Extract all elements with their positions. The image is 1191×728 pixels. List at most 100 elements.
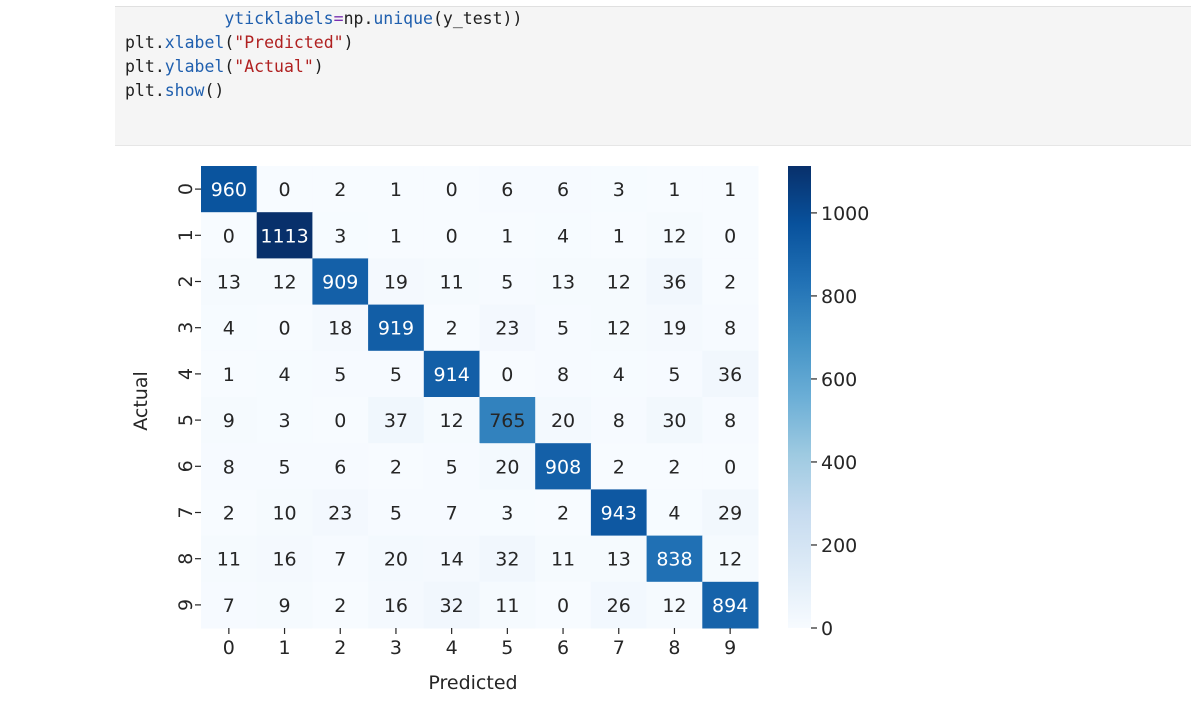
code-line-3: plt.ylabel("Actual")	[125, 55, 324, 79]
cell-value-label: 12	[607, 318, 631, 340]
heatmap-cell	[256, 489, 313, 537]
cell-value-label: 4	[223, 318, 235, 340]
heatmap-cell	[312, 535, 369, 583]
code-paren-open: (	[224, 57, 235, 76]
cell-value-label: 10	[272, 503, 296, 525]
colorbar-tick-label: 400	[821, 452, 857, 474]
heatmap-cell	[312, 397, 369, 444]
cell-value-label: 7	[223, 595, 235, 617]
heatmap-cell	[312, 581, 369, 629]
cell-value-label: 2	[223, 503, 235, 525]
heatmap-cell	[201, 258, 258, 306]
heatmap-cell	[479, 304, 536, 352]
cell-value-label: 9	[223, 410, 235, 432]
cell-value-label: 12	[272, 272, 296, 294]
colorbar-tick-label: 1000	[821, 203, 869, 225]
y-tick-label: 5	[175, 414, 197, 426]
code-indent	[125, 9, 224, 28]
y-tick-label: 7	[175, 506, 197, 518]
cell-value-label: 943	[601, 503, 637, 525]
cell-value-label: 4	[557, 225, 569, 247]
cell-value-label: 1	[501, 225, 513, 247]
cell-value-label: 1	[390, 225, 402, 247]
cell-value-label: 12	[607, 272, 631, 294]
cell-value-label: 37	[384, 410, 408, 432]
cell-value-label: 12	[662, 225, 686, 247]
code-string: "Actual"	[234, 57, 314, 76]
cell-value-label: 1	[223, 364, 235, 386]
heatmap-cell	[702, 489, 759, 537]
heatmap-cell	[535, 350, 592, 398]
cell-value-label: 1	[724, 179, 736, 201]
heatmap-cell	[535, 443, 592, 490]
cell-value-label: 0	[446, 225, 458, 247]
heatmap-cell	[201, 166, 258, 213]
cell-value-label: 5	[390, 364, 402, 386]
heatmap-cell	[423, 581, 480, 629]
cell-value-label: 13	[217, 272, 241, 294]
heatmap-cell	[312, 350, 369, 398]
cell-value-label: 20	[495, 456, 519, 478]
heatmap-cell	[702, 304, 759, 352]
code-rest: ()	[204, 81, 225, 100]
cell-value-label: 7	[334, 549, 346, 571]
cell-value-label: 5	[668, 364, 680, 386]
heatmap-cell	[590, 212, 648, 259]
colorbar-tick-label: 600	[821, 369, 857, 391]
cell-value-label: 29	[718, 503, 742, 525]
code-rest: (y_test))	[432, 9, 523, 28]
cell-value-label: 13	[551, 272, 575, 294]
cell-value-label: 23	[495, 318, 519, 340]
heatmap-cell	[535, 212, 592, 259]
code-paren-close: )	[343, 33, 354, 52]
cell-value-label: 0	[501, 364, 513, 386]
cell-value-label: 18	[328, 318, 352, 340]
code-line-2: plt.xlabel("Predicted")	[125, 31, 354, 55]
cell-value-label: 2	[334, 179, 346, 201]
heatmap-cell	[256, 397, 313, 444]
heatmap-cell	[256, 258, 313, 306]
cell-value-label: 2	[446, 318, 458, 340]
code-cell[interactable]: yticklabels=np.unique(y_test)) plt.xlabe…	[115, 6, 1191, 146]
heatmap-cell	[312, 212, 369, 259]
cell-value-label: 12	[440, 410, 464, 432]
x-tick-label: 6	[557, 637, 569, 659]
heatmap-cell	[646, 350, 703, 398]
cell-value-label: 7	[446, 503, 458, 525]
heatmap-cell	[368, 304, 425, 352]
colorbar-tick-label: 0	[821, 618, 833, 640]
heatmap-cell	[423, 489, 480, 537]
heatmap-cell	[646, 535, 703, 583]
heatmap-cell	[201, 443, 258, 490]
code-object: plt	[125, 33, 155, 52]
cell-value-label: 919	[378, 318, 414, 340]
heatmap-cell	[368, 489, 425, 537]
cell-value-label: 1	[613, 225, 625, 247]
heatmap-cell	[423, 304, 480, 352]
heatmap-cell	[590, 166, 648, 213]
cell-value-label: 32	[495, 549, 519, 571]
cell-value-label: 11	[495, 595, 519, 617]
heatmap-cell	[646, 581, 703, 629]
heatmap-cell	[702, 166, 759, 213]
cell-value-label: 12	[662, 595, 686, 617]
x-tick-label: 2	[334, 637, 346, 659]
cell-value-label: 4	[613, 364, 625, 386]
cell-value-label: 2	[557, 503, 569, 525]
heatmap-cell	[646, 443, 703, 490]
colorbar-tick-label: 800	[821, 286, 857, 308]
heatmap-cell	[479, 397, 536, 444]
cell-value-label: 0	[279, 179, 291, 201]
cell-value-label: 30	[662, 410, 686, 432]
heatmap-cell	[312, 258, 369, 306]
heatmap-cell	[201, 489, 258, 537]
cell-value-label: 0	[334, 410, 346, 432]
code-string: "Predicted"	[234, 33, 344, 52]
heatmap-cell	[646, 166, 703, 213]
heatmap-cell	[423, 397, 480, 444]
heatmap-cell	[535, 304, 592, 352]
heatmap-cell	[535, 166, 592, 213]
cell-value-label: 11	[440, 272, 464, 294]
cell-value-label: 1	[390, 179, 402, 201]
heatmap-cell	[256, 535, 313, 583]
